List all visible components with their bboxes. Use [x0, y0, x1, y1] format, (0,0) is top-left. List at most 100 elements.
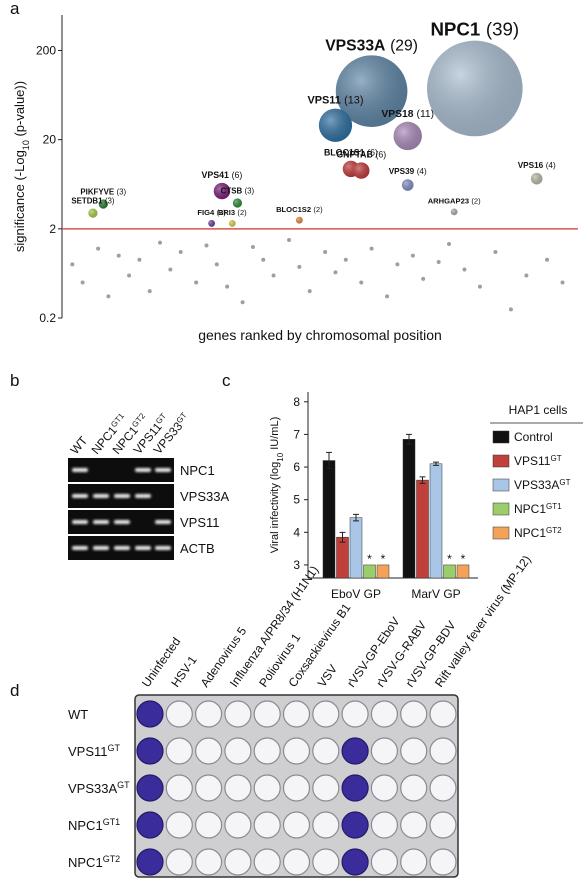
gel-band [114, 494, 130, 498]
hit-count: (11) [417, 109, 435, 120]
background-point [343, 257, 348, 262]
row-label: NPC1GT1 [68, 817, 120, 833]
well [282, 811, 311, 839]
bubble-label: ARHGAP23 (2) [428, 196, 481, 205]
bubble-label: NPC1 (39) [430, 19, 519, 40]
gel-row-label: VPS33A [180, 489, 229, 504]
well [253, 848, 281, 876]
gene-name: BRI3 [218, 208, 235, 217]
gel-band [135, 494, 151, 498]
legend-swatch [492, 430, 510, 444]
error-bar [353, 513, 359, 522]
well [136, 848, 164, 876]
well [341, 700, 369, 728]
well [195, 774, 223, 802]
bubble-label: BLOC1S1 (6) [324, 148, 378, 158]
bubble-shade [88, 208, 98, 218]
gene-name: BLOC1S2 [276, 205, 311, 214]
error-bar [339, 531, 346, 543]
text-part: 10 [276, 452, 285, 461]
text-part: VPS11 [68, 744, 108, 759]
text-part: GT2 [103, 854, 121, 864]
legend-swatch [492, 454, 510, 468]
text-part: VPS33A [68, 781, 117, 796]
background-point [271, 273, 276, 278]
background-point [493, 249, 498, 254]
text-part: significance (-Log [12, 150, 27, 252]
text-part: WT [68, 707, 88, 722]
y-tick-label: 5 [293, 493, 300, 507]
bubble-shade [353, 162, 370, 179]
well [224, 811, 252, 839]
bar [349, 517, 363, 579]
bubble-label: PIKFYVE (3) [80, 187, 126, 196]
well [341, 848, 369, 876]
bubble-label: VPS41 (6) [202, 170, 243, 180]
legend-label: NPC1GT2 [514, 526, 562, 541]
bubble-shade [228, 220, 236, 227]
y-axis-label: significance (-Log10 (p-value)) [12, 81, 31, 252]
background-point [214, 262, 219, 267]
gel-band [114, 520, 130, 524]
bubble-shade [335, 55, 408, 127]
y-tick-label: 7 [293, 427, 300, 441]
well [341, 811, 369, 839]
hit-count: (2) [471, 196, 481, 205]
row-label: WT [68, 707, 88, 722]
background-point [80, 280, 85, 285]
background-point [127, 273, 132, 278]
legend-label: VPS33AGT [514, 478, 571, 493]
bubble-shade [232, 198, 243, 208]
lane-label: WT [68, 433, 91, 457]
x-axis-label: genes ranked by chromosomal position [198, 327, 442, 343]
well [400, 700, 428, 728]
background-point [147, 289, 152, 294]
error-bar [406, 433, 412, 445]
well [136, 737, 164, 765]
well [429, 774, 457, 802]
bubble-label: VPS33A (29) [325, 37, 418, 54]
significance-note: * [381, 552, 386, 566]
text-part: (p-value)) [12, 81, 27, 140]
legend-swatch [492, 502, 510, 516]
bubble-label: CTSB (3) [221, 186, 255, 195]
hit-count: (2) [313, 205, 323, 214]
text-part: GT2 [130, 411, 147, 429]
background-point [297, 264, 302, 269]
legend-label: Control [514, 430, 553, 444]
well [341, 737, 369, 765]
gene-name: VPS41 [202, 170, 229, 180]
panel-letter: b [10, 371, 19, 390]
background-point [323, 249, 328, 254]
well [195, 848, 223, 876]
background-point [137, 257, 142, 262]
hit-count: (3) [105, 197, 115, 206]
background-point [240, 300, 245, 305]
gel-row-label: NPC1 [180, 463, 215, 478]
background-point [524, 273, 529, 278]
background-point [194, 280, 199, 285]
bubble-label: VPS16 (4) [518, 161, 556, 170]
gel-band [72, 546, 88, 550]
well [136, 774, 164, 802]
background-point [225, 284, 230, 289]
text-part: VPS11 [514, 454, 551, 468]
well [253, 737, 281, 765]
text-part: GT [108, 743, 121, 753]
bar [336, 536, 349, 579]
well [253, 811, 281, 839]
hit-count: (4) [546, 161, 556, 170]
text-part: GT [117, 780, 130, 790]
well [165, 848, 193, 876]
bubble-label: VPS39 (4) [389, 167, 427, 176]
background-point [106, 294, 111, 299]
well [165, 774, 193, 802]
well [370, 848, 398, 876]
gene-name: SETDB1 [71, 197, 103, 206]
well [312, 811, 340, 839]
panel-letter: c [222, 371, 231, 390]
gene-name: VPS11 [308, 95, 341, 107]
bar [376, 564, 390, 579]
bar [322, 460, 336, 579]
well [370, 737, 398, 765]
